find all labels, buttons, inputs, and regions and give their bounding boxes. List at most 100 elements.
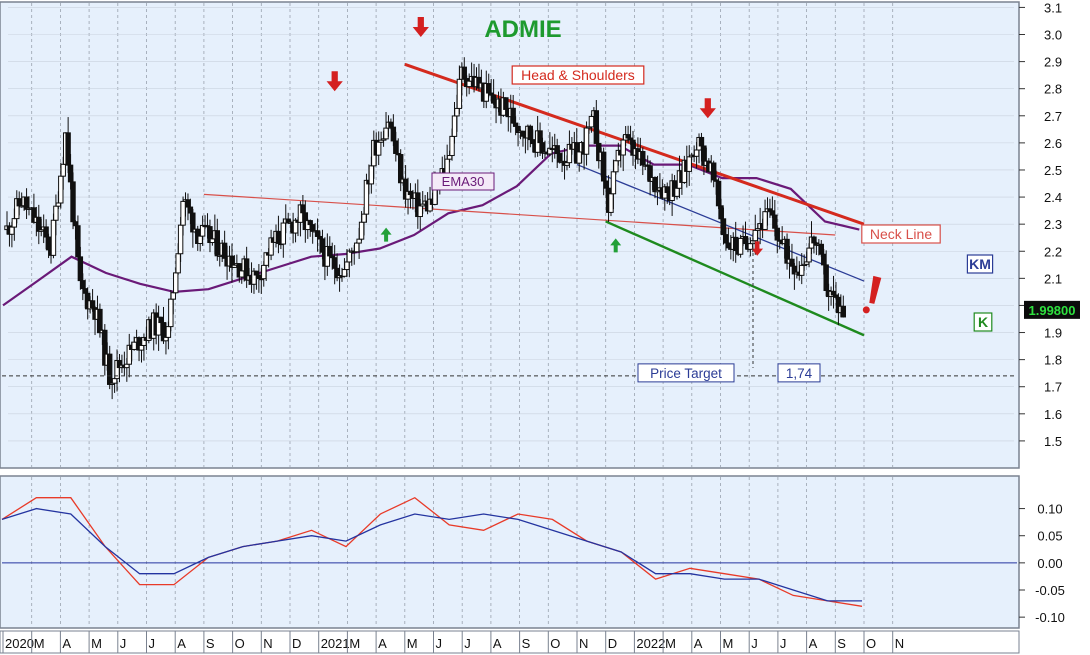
x-tick-label: O: [550, 636, 560, 651]
trendline-label-resistance: Head & Shoulders: [511, 65, 645, 85]
candle: [608, 191, 614, 217]
x-tick-label: A: [493, 636, 502, 651]
oscillator-vertical-grid: [31, 477, 894, 627]
trendline-channel-low: [605, 220, 865, 337]
x-axis-band: [0, 630, 1020, 654]
x-tick-label: S: [522, 636, 531, 651]
svg-text:KM: KM: [969, 256, 991, 272]
x-tick-label: A: [62, 636, 71, 651]
y-tick-label: -0.05: [1035, 583, 1065, 598]
y-tick-label: 2.9: [1044, 55, 1062, 70]
y-tick-label: 1.9: [1044, 326, 1062, 341]
price-target: Price Target 1,74: [2, 235, 1017, 383]
x-tick-label: A: [809, 636, 818, 651]
x-tick-label: M: [723, 636, 734, 651]
x-tick-label: J: [464, 636, 471, 651]
x-tick-label: 2021: [321, 636, 350, 651]
chart-title: ADMIE: [484, 16, 561, 43]
x-tick-label: S: [837, 636, 846, 651]
candle: [715, 178, 722, 210]
ema30-label: EMA30: [431, 172, 495, 191]
trendline-neckline: [203, 193, 836, 236]
price-panel-background: [0, 1, 1020, 469]
x-tick-label: D: [292, 636, 301, 651]
svg-text:1.99800: 1.99800: [1029, 303, 1076, 318]
y-tick-label: 2.4: [1044, 190, 1062, 205]
y-tick-label: 3.1: [1044, 0, 1062, 15]
y-tick-label: 2.6: [1044, 136, 1062, 151]
svg-text:EMA30: EMA30: [442, 174, 485, 189]
marker-top: [412, 17, 429, 38]
y-tick-label: 3.0: [1044, 28, 1062, 43]
y-tick-label: 1.5: [1044, 434, 1062, 449]
price-y-axis: 1.51.61.71.81.92.02.12.22.32.42.52.62.72…: [1019, 0, 1080, 449]
trendline-label-neckline: Neck Line: [861, 224, 941, 244]
svg-text:K: K: [978, 314, 988, 330]
y-tick-label: 0.00: [1037, 556, 1062, 571]
y-tick-label: 1.8: [1044, 353, 1062, 368]
y-tick-label: 1.6: [1044, 407, 1062, 422]
y-tick-label: 2.5: [1044, 163, 1062, 178]
x-axis: 2020 M A M J J A S O N D 2021 M A M J J A S O N D 2022 M A M J J A S O…: [0, 630, 1020, 654]
x-tick-label: M: [91, 636, 102, 651]
marker-bottom: [610, 238, 622, 253]
x-tick-label: O: [866, 636, 876, 651]
x-tick-label: N: [579, 636, 588, 651]
y-tick-label: 0.05: [1037, 529, 1062, 544]
y-tick-label: -0.10: [1035, 610, 1065, 625]
x-tick-label: N: [895, 636, 904, 651]
x-tick-label: M: [407, 636, 418, 651]
svg-text:1,74: 1,74: [786, 366, 813, 381]
price-target-label: Price Target: [637, 363, 735, 383]
x-tick-label: M: [34, 636, 45, 651]
x-tick-label: A: [177, 636, 186, 651]
x-tick-label: 2022: [636, 636, 665, 651]
trendline-label-channel-low: K: [973, 312, 993, 332]
y-tick-label: 0.10: [1037, 502, 1062, 517]
x-tick-label: O: [235, 636, 245, 651]
x-tick-label: A: [694, 636, 703, 651]
x-tick-label: D: [608, 636, 617, 651]
trendline-label-channel-mid: KM: [966, 254, 994, 274]
marker-top: [326, 71, 343, 92]
x-tick-label: M: [665, 636, 676, 651]
x-tick-label: 2020: [5, 636, 34, 651]
candle: [840, 295, 846, 318]
oscillator-panel: [0, 475, 1020, 629]
x-tick-label: J: [780, 636, 787, 651]
x-tick-label: M: [349, 636, 360, 651]
y-tick-label: 1.7: [1044, 380, 1062, 395]
oscillator-signal-line: [1, 507, 862, 602]
x-tick-label: J: [120, 636, 127, 651]
x-tick-label: S: [206, 636, 215, 651]
x-tick-label: J: [751, 636, 758, 651]
x-tick-label: N: [263, 636, 272, 651]
y-tick-label: 2.2: [1044, 244, 1062, 259]
y-tick-label: 2.1: [1044, 271, 1062, 286]
y-tick-label: 2.7: [1044, 109, 1062, 124]
svg-text:Price Target: Price Target: [650, 366, 722, 381]
oscillator-lines: [1, 496, 1017, 607]
oscillator-y-axis: -0.10 -0.05 0.00 0.05 0.10: [1019, 502, 1065, 625]
oscillator-fast-line: [1, 496, 863, 607]
marker-breakdown: [751, 241, 764, 256]
marker-bottom: [380, 227, 392, 242]
svg-text:Neck Line: Neck Line: [870, 226, 932, 242]
x-tick-label: A: [378, 636, 387, 651]
signal-markers: [326, 17, 882, 314]
price-horizontal-grid: [8, 7, 1014, 442]
price-vertical-grid: [31, 3, 894, 467]
price-target-value: 1,74: [777, 363, 821, 383]
trendline-channel-mid: [576, 163, 865, 282]
marker-top: [699, 98, 716, 119]
marker-alert: [862, 275, 882, 314]
x-tick-label: J: [149, 636, 156, 651]
last-price-label: 1.99800: [1024, 300, 1080, 319]
y-tick-label: 2.8: [1044, 82, 1062, 97]
svg-text:Head & Shoulders: Head & Shoulders: [521, 67, 635, 83]
y-tick-label: 2.3: [1044, 217, 1062, 232]
x-tick-label: J: [436, 636, 443, 651]
